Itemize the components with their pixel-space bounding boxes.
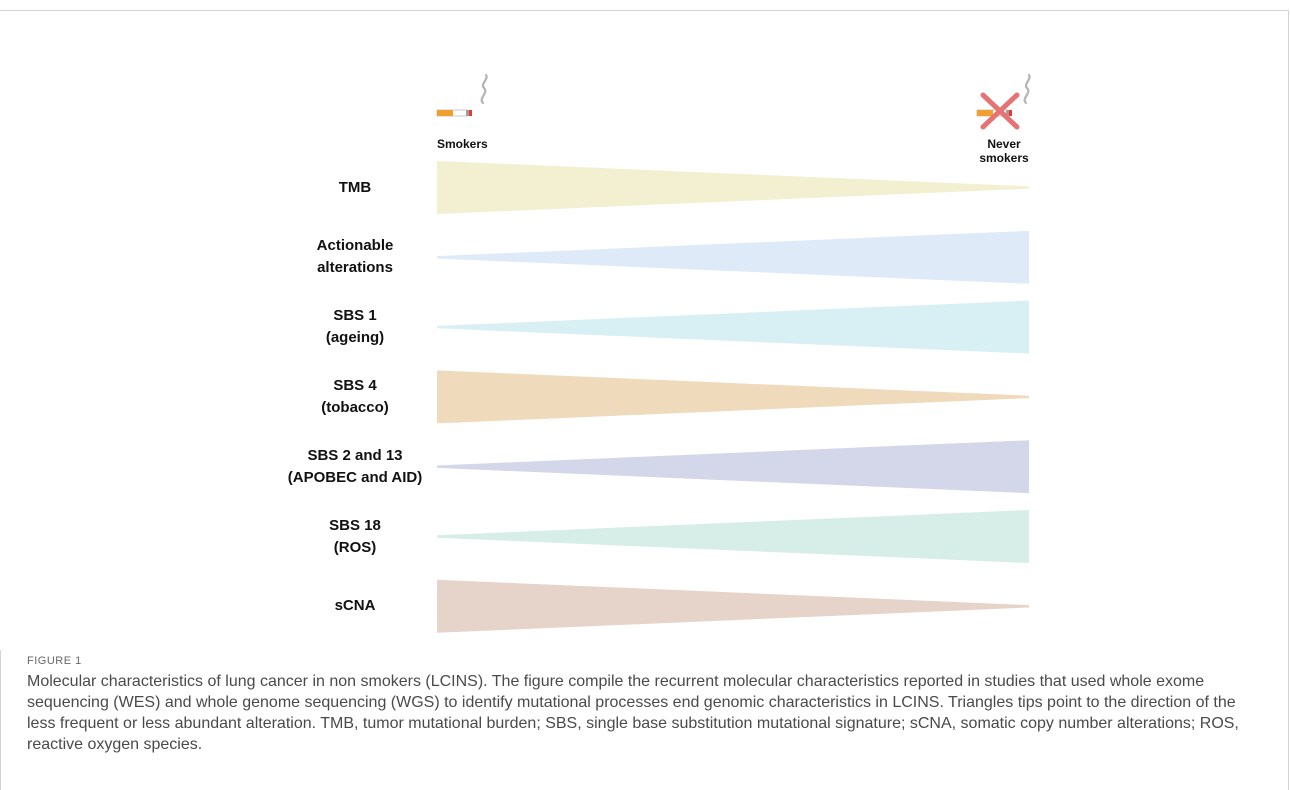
triangle-5 bbox=[437, 510, 1029, 563]
caption-rule bbox=[0, 650, 1, 790]
row-label-sbs18: SBS 18 (ROS) bbox=[255, 515, 455, 559]
row-label-line1: SBS 4 bbox=[333, 376, 377, 394]
smokers-label: Smokers bbox=[437, 137, 488, 151]
row-label-line1: SBS 2 and 13 bbox=[307, 446, 403, 464]
row-label-line1: TMB bbox=[338, 178, 372, 196]
row-label-scna: sCNA bbox=[255, 595, 455, 617]
row-label-line1: SBS 18 bbox=[329, 516, 381, 534]
cigarette-icon bbox=[436, 73, 488, 117]
row-label-line1: Actionable bbox=[316, 237, 394, 255]
never-smokers-label-line1: Never bbox=[987, 137, 1021, 151]
row-label-line2: (ROS) bbox=[333, 538, 377, 556]
never-smokers-label-line2: smokers bbox=[979, 151, 1029, 165]
row-label-line2: (ageing) bbox=[325, 329, 385, 347]
row-label-line2: alterations bbox=[317, 259, 393, 277]
triangle-0 bbox=[437, 161, 1029, 214]
diagram-canvas bbox=[436, 73, 1031, 633]
never-smokers-label: Never smokers bbox=[976, 137, 1032, 165]
row-label-tmb: TMB bbox=[255, 177, 455, 199]
no-smoking-cigarette-icon bbox=[976, 73, 1031, 130]
row-label-sbs1: SBS 1 (ageing) bbox=[255, 305, 455, 349]
triangle-2 bbox=[437, 300, 1029, 354]
row-label-line1: SBS 1 bbox=[333, 307, 377, 325]
row-label-sbs4: SBS 4 (tobacco) bbox=[255, 375, 455, 419]
row-label-line2: (tobacco) bbox=[321, 398, 389, 416]
triangle-1 bbox=[437, 230, 1029, 284]
figure-frame bbox=[0, 10, 1289, 790]
figure-caption: FIGURE 1 Molecular characteristics of lu… bbox=[27, 655, 1267, 755]
row-label-actionable-alterations: Actionable alterations bbox=[255, 235, 455, 279]
row-label-line2: (APOBEC and AID) bbox=[287, 468, 423, 486]
figure-number: FIGURE 1 bbox=[27, 655, 82, 667]
row-label-line1: sCNA bbox=[334, 597, 376, 615]
triangle-6 bbox=[437, 579, 1029, 633]
caption-text: Molecular characteristics of lung cancer… bbox=[27, 673, 1239, 753]
triangle-4 bbox=[437, 440, 1029, 494]
triangle-3 bbox=[437, 370, 1029, 424]
row-label-sbs2-13: SBS 2 and 13 (APOBEC and AID) bbox=[255, 445, 455, 489]
